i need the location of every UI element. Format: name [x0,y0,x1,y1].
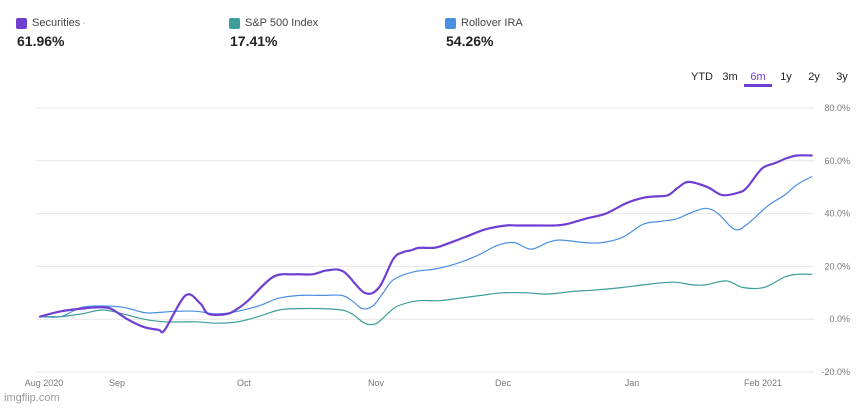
x-tick-label: Dec [495,378,512,388]
x-tick-label: Jan [625,378,640,388]
legend-label: Securities [32,17,81,29]
range-3m[interactable]: 3m [722,71,738,83]
legend-dot-icon: · [82,17,86,29]
s-p-500-index-line [39,273,813,326]
x-tick-label: Sep [109,378,125,388]
rollover-ira-line [39,176,813,318]
range-1y[interactable]: 1y [780,71,792,83]
range-2y[interactable]: 2y [808,71,820,83]
rollover-ira-swatch [445,17,456,29]
y-tick-label: 20.0% [824,261,850,271]
legend-item-rollover-ira[interactable]: Rollover IRA 54.26% [445,17,523,49]
legend-label: S&P 500 Index [245,17,319,29]
range-ytd[interactable]: YTD [691,71,713,83]
legend-value: 61.96% [17,33,65,49]
watermark: imgflip.com [4,392,60,404]
x-tick-label: Feb 2021 [744,378,782,388]
time-range-selector: YTD 3m 6m 1y 2y 3y [688,71,856,87]
securities-swatch [16,17,27,29]
x-tick-label: Oct [237,378,252,388]
legend-item-sp500[interactable]: S&P 500 Index 17.41% [229,17,318,49]
legend-item-securities[interactable]: Securities · 61.96% [16,17,86,49]
y-tick-label: 60.0% [824,156,850,166]
x-tick-label: Nov [368,378,385,388]
y-tick-label: 80.0% [824,103,850,113]
securities-line [38,154,813,334]
sp500-swatch [229,17,240,29]
x-tick-label: Aug 2020 [25,378,64,388]
legend-value: 54.26% [446,33,494,49]
legend-value: 17.41% [230,33,278,49]
y-tick-label: 0.0% [829,314,850,324]
range-6m[interactable]: 6m [744,71,772,87]
range-3y[interactable]: 3y [836,71,848,83]
y-tick-label: -20.0% [821,367,850,377]
legend-label: Rollover IRA [461,17,523,29]
y-tick-label: 40.0% [824,209,850,219]
